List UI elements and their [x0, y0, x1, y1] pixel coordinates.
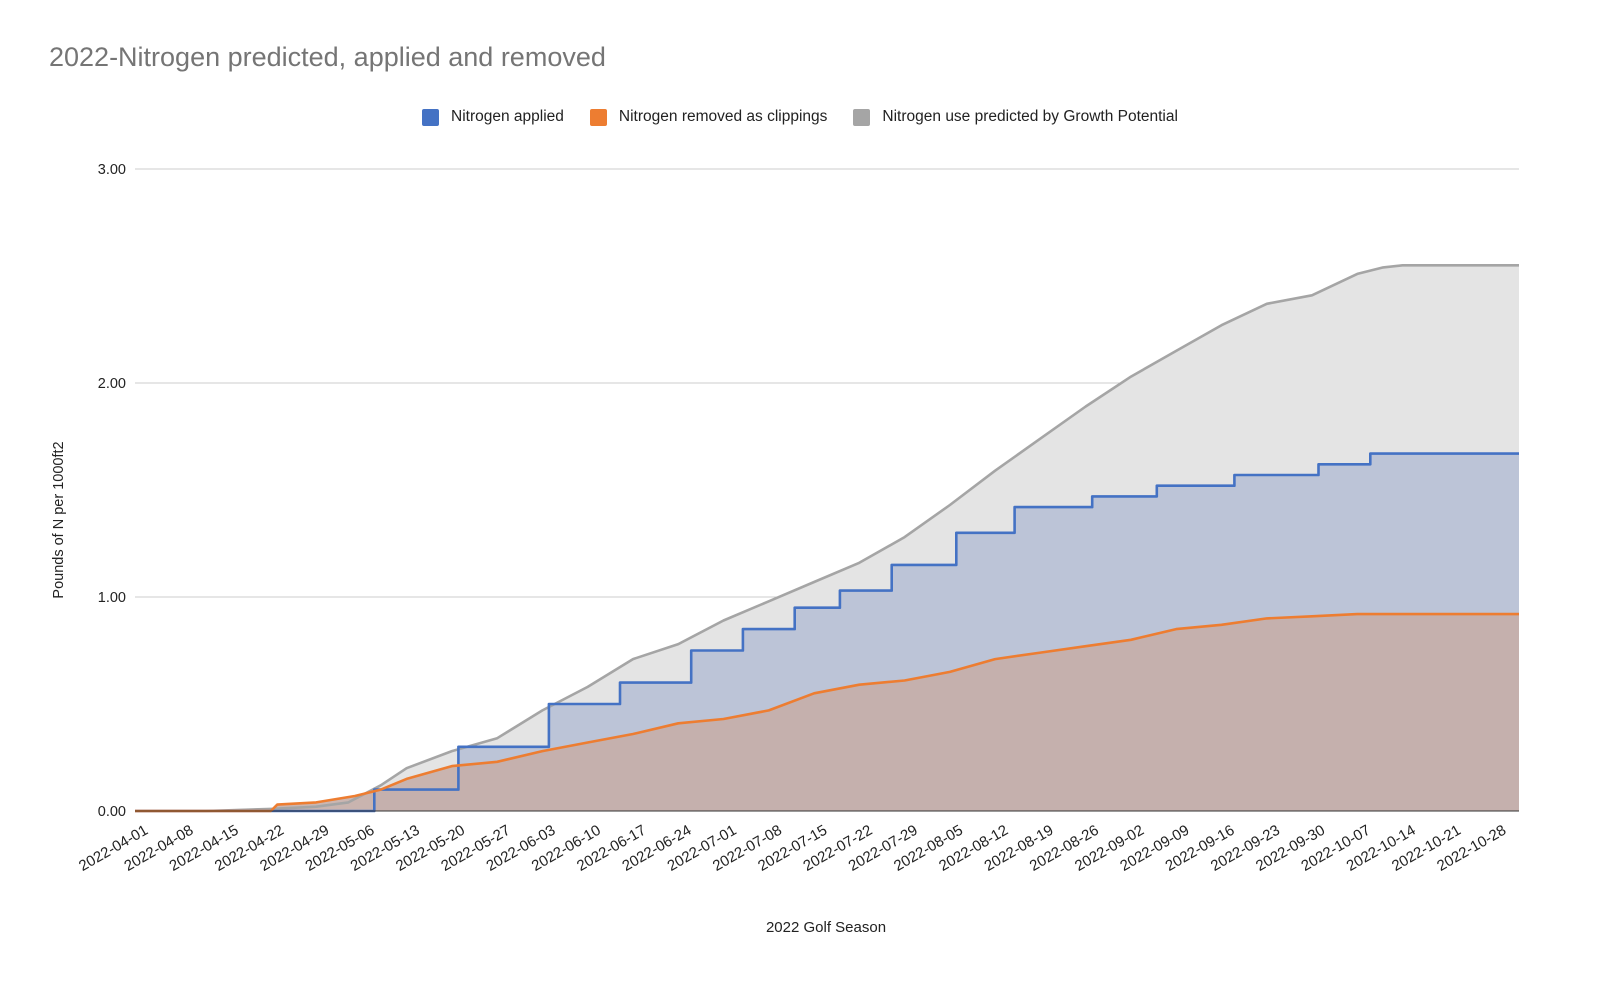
- y-tick-label: 2.00: [98, 376, 126, 392]
- legend: Nitrogen applied Nitrogen removed as cli…: [0, 108, 1600, 126]
- y-axis-label: Pounds of N per 1000ft2: [51, 441, 67, 598]
- line-nitrogen-removed-as-clippings: [135, 612, 1519, 813]
- chart-title: 2022-Nitrogen predicted, applied and rem…: [49, 42, 606, 72]
- legend-label-applied: Nitrogen applied: [451, 108, 564, 125]
- area-nitrogen-removed-as-clippings: [135, 614, 1519, 811]
- x-axis-label: 2022 Golf Season: [766, 919, 886, 936]
- legend-swatch-predicted: [853, 108, 871, 126]
- legend-swatch-applied: [422, 108, 440, 126]
- y-tick-label: 3.00: [98, 162, 126, 178]
- series-lines: [135, 264, 1519, 813]
- series-areas: [135, 265, 1519, 811]
- legend-swatch-removed: [589, 108, 607, 126]
- legend-item-applied[interactable]: Nitrogen applied: [422, 108, 564, 126]
- y-tick-label: 1.00: [98, 590, 126, 606]
- legend-item-predicted[interactable]: Nitrogen use predicted by Growth Potenti…: [853, 108, 1178, 126]
- y-tick-label: 0.00: [98, 804, 126, 820]
- legend-item-removed[interactable]: Nitrogen removed as clippings: [589, 108, 828, 126]
- line-nitrogen-use-predicted-by-growth-potential: [135, 264, 1519, 813]
- line-nitrogen-applied: [135, 452, 1519, 813]
- legend-label-predicted: Nitrogen use predicted by Growth Potenti…: [882, 108, 1178, 125]
- legend-label-removed: Nitrogen removed as clippings: [618, 108, 828, 125]
